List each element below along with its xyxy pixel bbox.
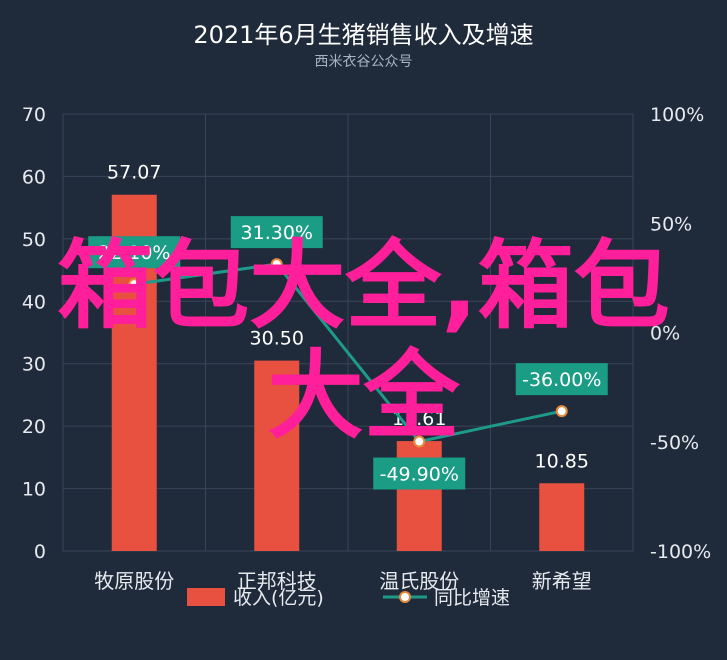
growth-label-box [230, 216, 323, 249]
chart-title: 2021年6月生猪销售收入及增速 [193, 21, 533, 49]
right-tick-label: 100% [650, 104, 704, 126]
right-axis: -100% -50% 0% 50% 100% [650, 104, 711, 563]
bar [539, 483, 585, 551]
legend-line-label: 同比增速 [434, 587, 510, 609]
left-tick-label: 70 [22, 104, 46, 126]
watermark-line-1: 箱包大全,箱包 [57, 230, 670, 342]
bar-value-label: 30.50 [250, 328, 304, 350]
bar-value-label: 10.85 [535, 450, 589, 472]
category-label: 正邦科技 [237, 569, 317, 593]
legend-bar-label: 收入(亿元) [233, 587, 324, 609]
left-tick-label: 10 [22, 479, 46, 501]
growth-label-box [373, 457, 466, 490]
growth-line-path [134, 262, 563, 444]
growth-point [128, 278, 141, 291]
left-tick-label: 30 [22, 354, 46, 376]
right-tick-label: -100% [650, 541, 711, 563]
legend-bar-swatch [187, 588, 225, 606]
grid [62, 113, 634, 552]
left-tick-label: 40 [22, 291, 46, 313]
category-label: 新希望 [532, 569, 592, 593]
left-tick-label: 50 [22, 229, 46, 251]
left-axis: 0 10 20 30 40 50 60 70 [22, 104, 46, 563]
left-tick-label: 0 [34, 541, 46, 563]
growth-line: 22.10% 31.30% -49.90% -36.00% [88, 216, 608, 490]
growth-point [413, 435, 426, 448]
right-tick-label: -50% [650, 432, 699, 454]
bar [254, 360, 300, 551]
growth-point [270, 258, 283, 271]
watermark-line-2: 大全 [267, 340, 460, 452]
bars [111, 194, 585, 551]
legend-line-marker [399, 591, 411, 603]
growth-value-label: 22.10% [98, 242, 170, 264]
x-axis: 牧原股份 正邦科技 温氏股份 新希望 [94, 569, 592, 593]
growth-value-label: -49.90% [380, 464, 459, 486]
growth-value-label: -36.00% [522, 369, 601, 391]
chart-subtitle: 西米衣谷公众号 [315, 54, 413, 70]
right-tick-label: 0% [650, 323, 680, 345]
category-label: 温氏股份 [379, 569, 459, 593]
growth-point [555, 405, 568, 418]
left-tick-label: 20 [22, 416, 46, 438]
growth-value-label: 31.30% [241, 222, 313, 244]
left-tick-label: 60 [22, 166, 46, 188]
right-tick-label: 50% [650, 213, 692, 235]
legend: 收入(亿元) 同比增速 [187, 587, 510, 609]
bar-value-label: 57.07 [107, 162, 161, 184]
growth-label-box [515, 363, 608, 396]
growth-label-box [88, 236, 181, 269]
category-label: 牧原股份 [94, 569, 174, 593]
